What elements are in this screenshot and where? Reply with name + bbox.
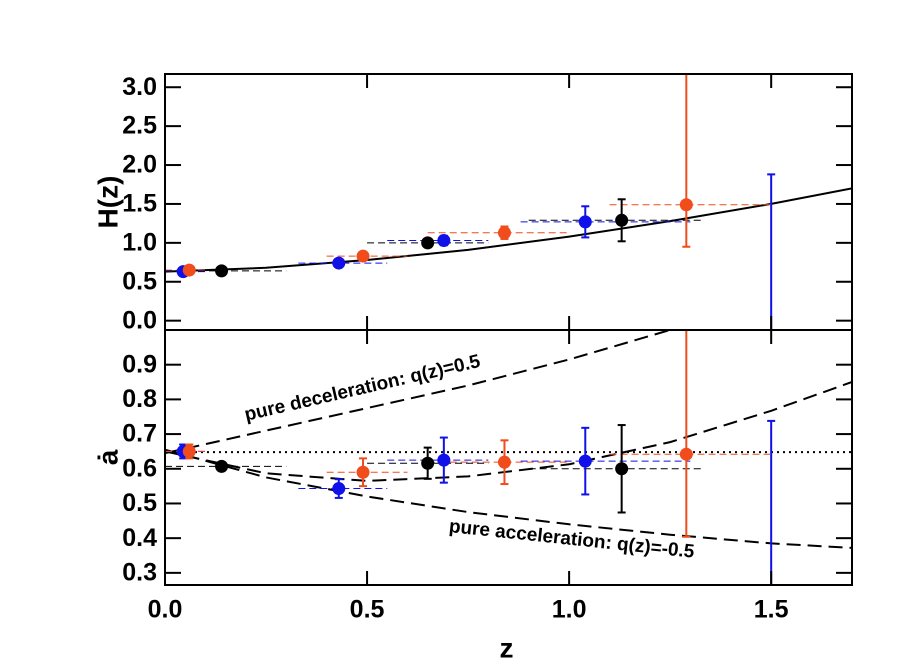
- data-point: [421, 236, 435, 250]
- x-axis-label: z: [500, 632, 514, 663]
- y-tick-label: 0.5: [122, 489, 157, 517]
- y-axis-label: ȧ: [92, 449, 123, 465]
- x-tick-label: 1.5: [754, 596, 789, 624]
- model-curve: [165, 330, 671, 455]
- y-tick-label: 2.0: [122, 151, 157, 179]
- plot-frame: [164, 73, 853, 331]
- y-tick-label: 0.6: [122, 454, 157, 482]
- y-axis-label: H(z): [92, 176, 123, 229]
- data-point: [182, 444, 196, 458]
- data-point: [578, 454, 592, 468]
- y-tick-label: 1.0: [122, 228, 157, 256]
- y-tick-label: 0.3: [122, 558, 157, 586]
- data-point: [615, 462, 629, 476]
- x-tick-label: 0.5: [350, 596, 385, 624]
- annotation: pure acceleration: q(z)=-0.5: [448, 516, 696, 563]
- data-point: [215, 264, 229, 278]
- data-point: [215, 459, 229, 473]
- y-tick-label: 0.7: [122, 420, 157, 448]
- data-point: [679, 447, 693, 461]
- y-tick-label: 0.0: [122, 306, 157, 334]
- model-curve: [165, 381, 852, 482]
- data-point: [332, 482, 346, 496]
- y-tick-label: 2.5: [122, 112, 157, 140]
- data-point: [332, 256, 346, 270]
- plot-area: [165, 330, 852, 585]
- y-tick-label: 0.5: [122, 267, 157, 295]
- data-point: [437, 234, 451, 248]
- data-point: [421, 456, 435, 470]
- data-point: [497, 226, 511, 240]
- plot-frame: [164, 329, 853, 586]
- x-tick-label: 0.0: [148, 596, 183, 624]
- data-point: [578, 215, 592, 229]
- data-point: [356, 465, 370, 479]
- y-tick-label: 0.4: [122, 524, 157, 552]
- data-point: [497, 455, 511, 469]
- x-tick-label: 1.0: [552, 596, 587, 624]
- data-point: [437, 453, 451, 467]
- data-point: [356, 249, 370, 263]
- y-tick-label: 3.0: [122, 73, 157, 101]
- y-tick-label: 0.9: [122, 350, 157, 378]
- model-curve: [165, 448, 852, 549]
- data-point: [182, 263, 196, 277]
- data-point: [615, 213, 629, 227]
- annotation: pure deceleration: q(z)=0.5: [243, 351, 483, 426]
- y-tick-label: 1.5: [122, 190, 157, 218]
- y-tick-label: 0.8: [122, 385, 157, 413]
- data-point: [679, 198, 693, 212]
- plot-area: [165, 74, 852, 330]
- model-curve: [165, 187, 852, 273]
